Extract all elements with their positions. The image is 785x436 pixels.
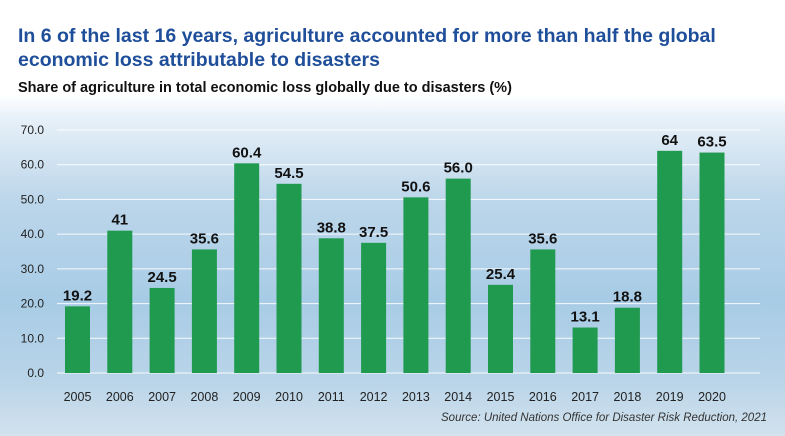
x-tick-label: 2005	[64, 390, 92, 404]
bar-value-label: 25.4	[486, 266, 516, 283]
bar	[657, 150, 683, 373]
bar-value-label: 54.5	[274, 165, 303, 182]
chart-subtitle: Share of agriculture in total economic l…	[18, 80, 512, 96]
y-tick-label: 70.0	[21, 123, 45, 137]
y-tick-label: 60.0	[21, 158, 45, 172]
bar	[614, 307, 640, 373]
bar-value-label: 35.6	[528, 230, 557, 247]
bar	[318, 238, 344, 373]
bar-value-label: 56.0	[444, 160, 473, 177]
bar	[403, 197, 429, 373]
y-tick-label: 40.0	[21, 227, 45, 241]
bar-value-label: 41	[111, 212, 128, 229]
x-tick-label: 2011	[318, 390, 345, 404]
y-tick-label: 10.0	[21, 331, 45, 345]
x-tick-label: 2009	[233, 390, 261, 404]
bar-value-label: 50.6	[401, 178, 430, 195]
bar-value-label: 64	[661, 132, 678, 149]
bar	[488, 284, 513, 373]
x-tick-label: 2020	[698, 390, 726, 404]
x-tick-label: 2012	[360, 390, 388, 404]
bar-value-label: 19.2	[63, 287, 92, 304]
bar-value-label: 13.1	[570, 309, 599, 326]
source-note: Source: United Nations Office for Disast…	[441, 412, 767, 424]
y-tick-label: 50.0	[21, 192, 45, 206]
x-tick-label: 2013	[402, 390, 430, 404]
x-tick-label: 2018	[613, 390, 641, 404]
y-tick-label: 0.0	[27, 366, 44, 380]
bar-value-label: 63.5	[697, 134, 726, 151]
bar	[65, 306, 90, 373]
x-tick-label: 2010	[275, 390, 303, 404]
bar-value-label: 18.8	[613, 289, 642, 306]
bar	[234, 163, 260, 373]
x-tick-label: 2019	[656, 390, 684, 404]
bar-value-label: 38.8	[317, 219, 346, 236]
bar	[107, 230, 133, 373]
x-tick-label: 2006	[106, 390, 134, 404]
y-tick-label: 30.0	[21, 262, 45, 276]
bar	[572, 327, 598, 373]
bar-value-label: 35.6	[190, 230, 219, 247]
x-tick-label: 2016	[529, 390, 557, 404]
bar	[149, 287, 175, 373]
bar-value-label: 24.5	[147, 269, 176, 286]
x-tick-label: 2017	[571, 390, 599, 404]
y-tick-label: 20.0	[21, 297, 45, 311]
bar	[445, 178, 471, 373]
x-tick-label: 2015	[487, 390, 515, 404]
bar-value-label: 60.4	[232, 144, 262, 161]
bar	[361, 242, 387, 373]
x-tick-label: 2008	[190, 390, 218, 404]
bar	[699, 152, 725, 373]
bar	[191, 249, 217, 373]
chart-title: In 6 of the last 16 years, agriculture a…	[18, 25, 716, 71]
x-tick-label: 2007	[148, 390, 176, 404]
bar-value-label: 37.5	[359, 224, 388, 241]
x-tick-label: 2014	[444, 390, 472, 404]
bar	[276, 183, 302, 373]
bar	[530, 249, 556, 373]
